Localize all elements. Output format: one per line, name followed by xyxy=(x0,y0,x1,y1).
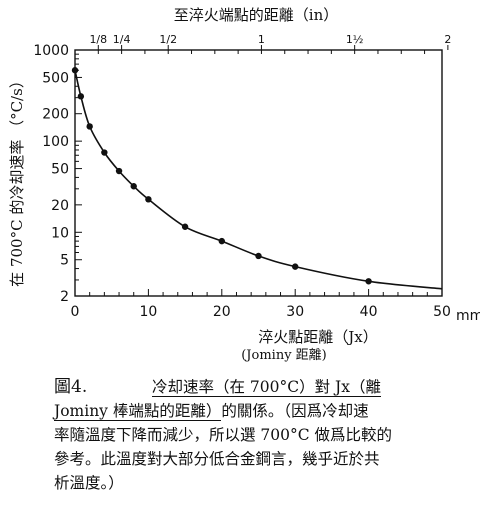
data-point xyxy=(365,278,372,285)
top-axis-tick-label: 1/8 xyxy=(89,33,107,46)
y-tick-label: 500 xyxy=(42,70,69,86)
data-point xyxy=(130,183,137,190)
x-tick-label: 30 xyxy=(286,304,304,320)
y-axis: 2 5 10 20 50 100 200 500 1000 xyxy=(33,43,82,305)
data-point xyxy=(218,237,225,245)
y-tick-label: 5 xyxy=(60,253,69,269)
x-axis-subtitle: (Jominy 距離) xyxy=(241,348,327,363)
x-axis: 0 10 20 30 40 50 xyxy=(71,289,451,320)
x-tick-label: 50 xyxy=(433,304,451,320)
x-tick-label: 0 xyxy=(71,304,80,320)
data-point xyxy=(77,93,85,100)
caption-line-4: 參考。此溫度對大部分低合金鋼言，幾乎近於共 xyxy=(54,450,380,468)
data-point xyxy=(181,223,189,230)
y-tick-label: 2 xyxy=(60,289,69,305)
caption-line-2: Jominy 棒端點的距離）的關係。（因爲冷却速 xyxy=(54,399,468,423)
data-point xyxy=(101,149,108,156)
y-tick-label: 10 xyxy=(51,225,69,241)
y-axis-title: 在 700°C 的冷却速率 （°C/s） xyxy=(8,73,26,287)
caption-line-3: 率隨溫度下降而減少，所以選 700°C 做爲比較的 xyxy=(54,426,393,444)
data-point xyxy=(292,263,299,270)
caption-line-5: 析溫度。） xyxy=(54,474,124,492)
series-points xyxy=(71,67,372,285)
data-point xyxy=(71,67,79,74)
x-axis-title: 淬火點距離（Jx） xyxy=(258,328,377,346)
y-tick-label: 200 xyxy=(42,107,69,123)
top-axis-title: 至淬火端點的距離（in） xyxy=(174,6,338,24)
y-tick-label: 1000 xyxy=(33,43,69,59)
y-tick-label: 50 xyxy=(51,162,69,178)
caption-line-1: 圖4. 冷却速率（在 700°C）對 Jx（離 xyxy=(54,375,468,399)
figure-number: 圖4. xyxy=(54,377,88,397)
top-axis: 1/8 1/4 1/2 1 1½ 2 xyxy=(89,33,451,54)
data-point xyxy=(255,252,262,260)
figure-caption: 圖4. 冷却速率（在 700°C）對 Jx（離 Jominy 棒端點的距離）的關係… xyxy=(54,375,468,495)
data-point xyxy=(115,167,123,175)
top-axis-tick-label: 2 xyxy=(444,33,451,46)
x-axis-unit: mm xyxy=(456,308,480,324)
caption-text-1: 冷却速率（在 700°C）對 Jx（離 xyxy=(152,378,382,397)
cooling-rate-chart: 至淬火端點的距離（in） 1/8 1/4 1/2 1 1½ 2 2510205010020… xyxy=(8,6,480,363)
x-tick-label: 20 xyxy=(213,304,231,320)
plot-frame xyxy=(74,49,443,297)
caption-text-2b: 的關係。（因爲冷却速 xyxy=(221,402,369,420)
x-tick-label: 40 xyxy=(360,304,378,320)
data-point xyxy=(86,123,93,130)
data-point xyxy=(145,196,152,203)
caption-text-2a: Jominy 棒端點的距離） xyxy=(54,402,222,421)
top-axis-tick-label: 1/2 xyxy=(159,33,177,46)
y-tick-label: 20 xyxy=(51,198,69,214)
y-tick-label: 100 xyxy=(42,134,69,150)
top-axis-tick-label: 1/4 xyxy=(113,33,131,46)
top-axis-tick-label: 1½ xyxy=(346,33,364,46)
top-axis-tick-label: 1 xyxy=(258,33,265,46)
x-tick-label: 10 xyxy=(139,304,157,320)
